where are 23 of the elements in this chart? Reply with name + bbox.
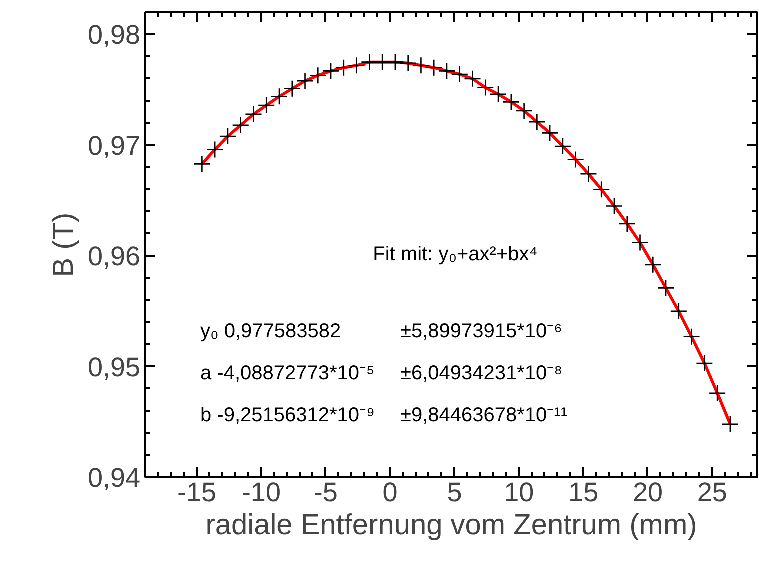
y-tick-label: 0,97 (88, 130, 141, 161)
x-tick-label: 20 (632, 478, 664, 508)
x-tick-label: 25 (697, 478, 728, 508)
x-tick-label: -10 (242, 478, 281, 508)
annotation: ±9,84463678*10⁻¹¹ (400, 404, 568, 426)
y-axis-title: B (T) (48, 212, 80, 278)
y-tick-label: 0,98 (88, 20, 141, 50)
x-tick-label: 5 (447, 478, 462, 508)
x-tick-label: -5 (314, 478, 338, 508)
annotation: ±6,04934231*10⁻⁸ (400, 362, 563, 384)
annotation: y₀ 0,977583582 (200, 320, 342, 342)
annotation: Fit mit: y₀+ax²+bx⁴ (373, 244, 538, 266)
x-axis-title: radiale Entfernung vom Zentrum (mm) (206, 510, 698, 542)
x-tick-label: 10 (504, 478, 534, 508)
y-tick-label: 0,95 (88, 352, 141, 382)
annotation: ±5,89973915*10⁻⁶ (400, 320, 562, 342)
x-tick-label: 0 (382, 478, 398, 508)
x-tick-label: -15 (178, 478, 217, 508)
annotation: a -4,08872773*10⁻⁵ (200, 362, 375, 384)
annotation: b -9,25156312*10⁻⁹ (200, 404, 376, 426)
y-tick-label: 0,96 (88, 242, 141, 272)
y-tick-label: 0,94 (88, 463, 141, 493)
x-tick-label: 15 (568, 478, 599, 508)
